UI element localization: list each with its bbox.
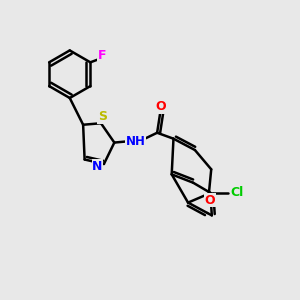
- Text: O: O: [156, 100, 166, 113]
- Text: Cl: Cl: [230, 186, 244, 199]
- Text: S: S: [98, 110, 107, 123]
- Text: O: O: [204, 194, 215, 207]
- Text: N: N: [92, 160, 103, 173]
- Text: NH: NH: [126, 135, 146, 148]
- Text: F: F: [98, 49, 106, 62]
